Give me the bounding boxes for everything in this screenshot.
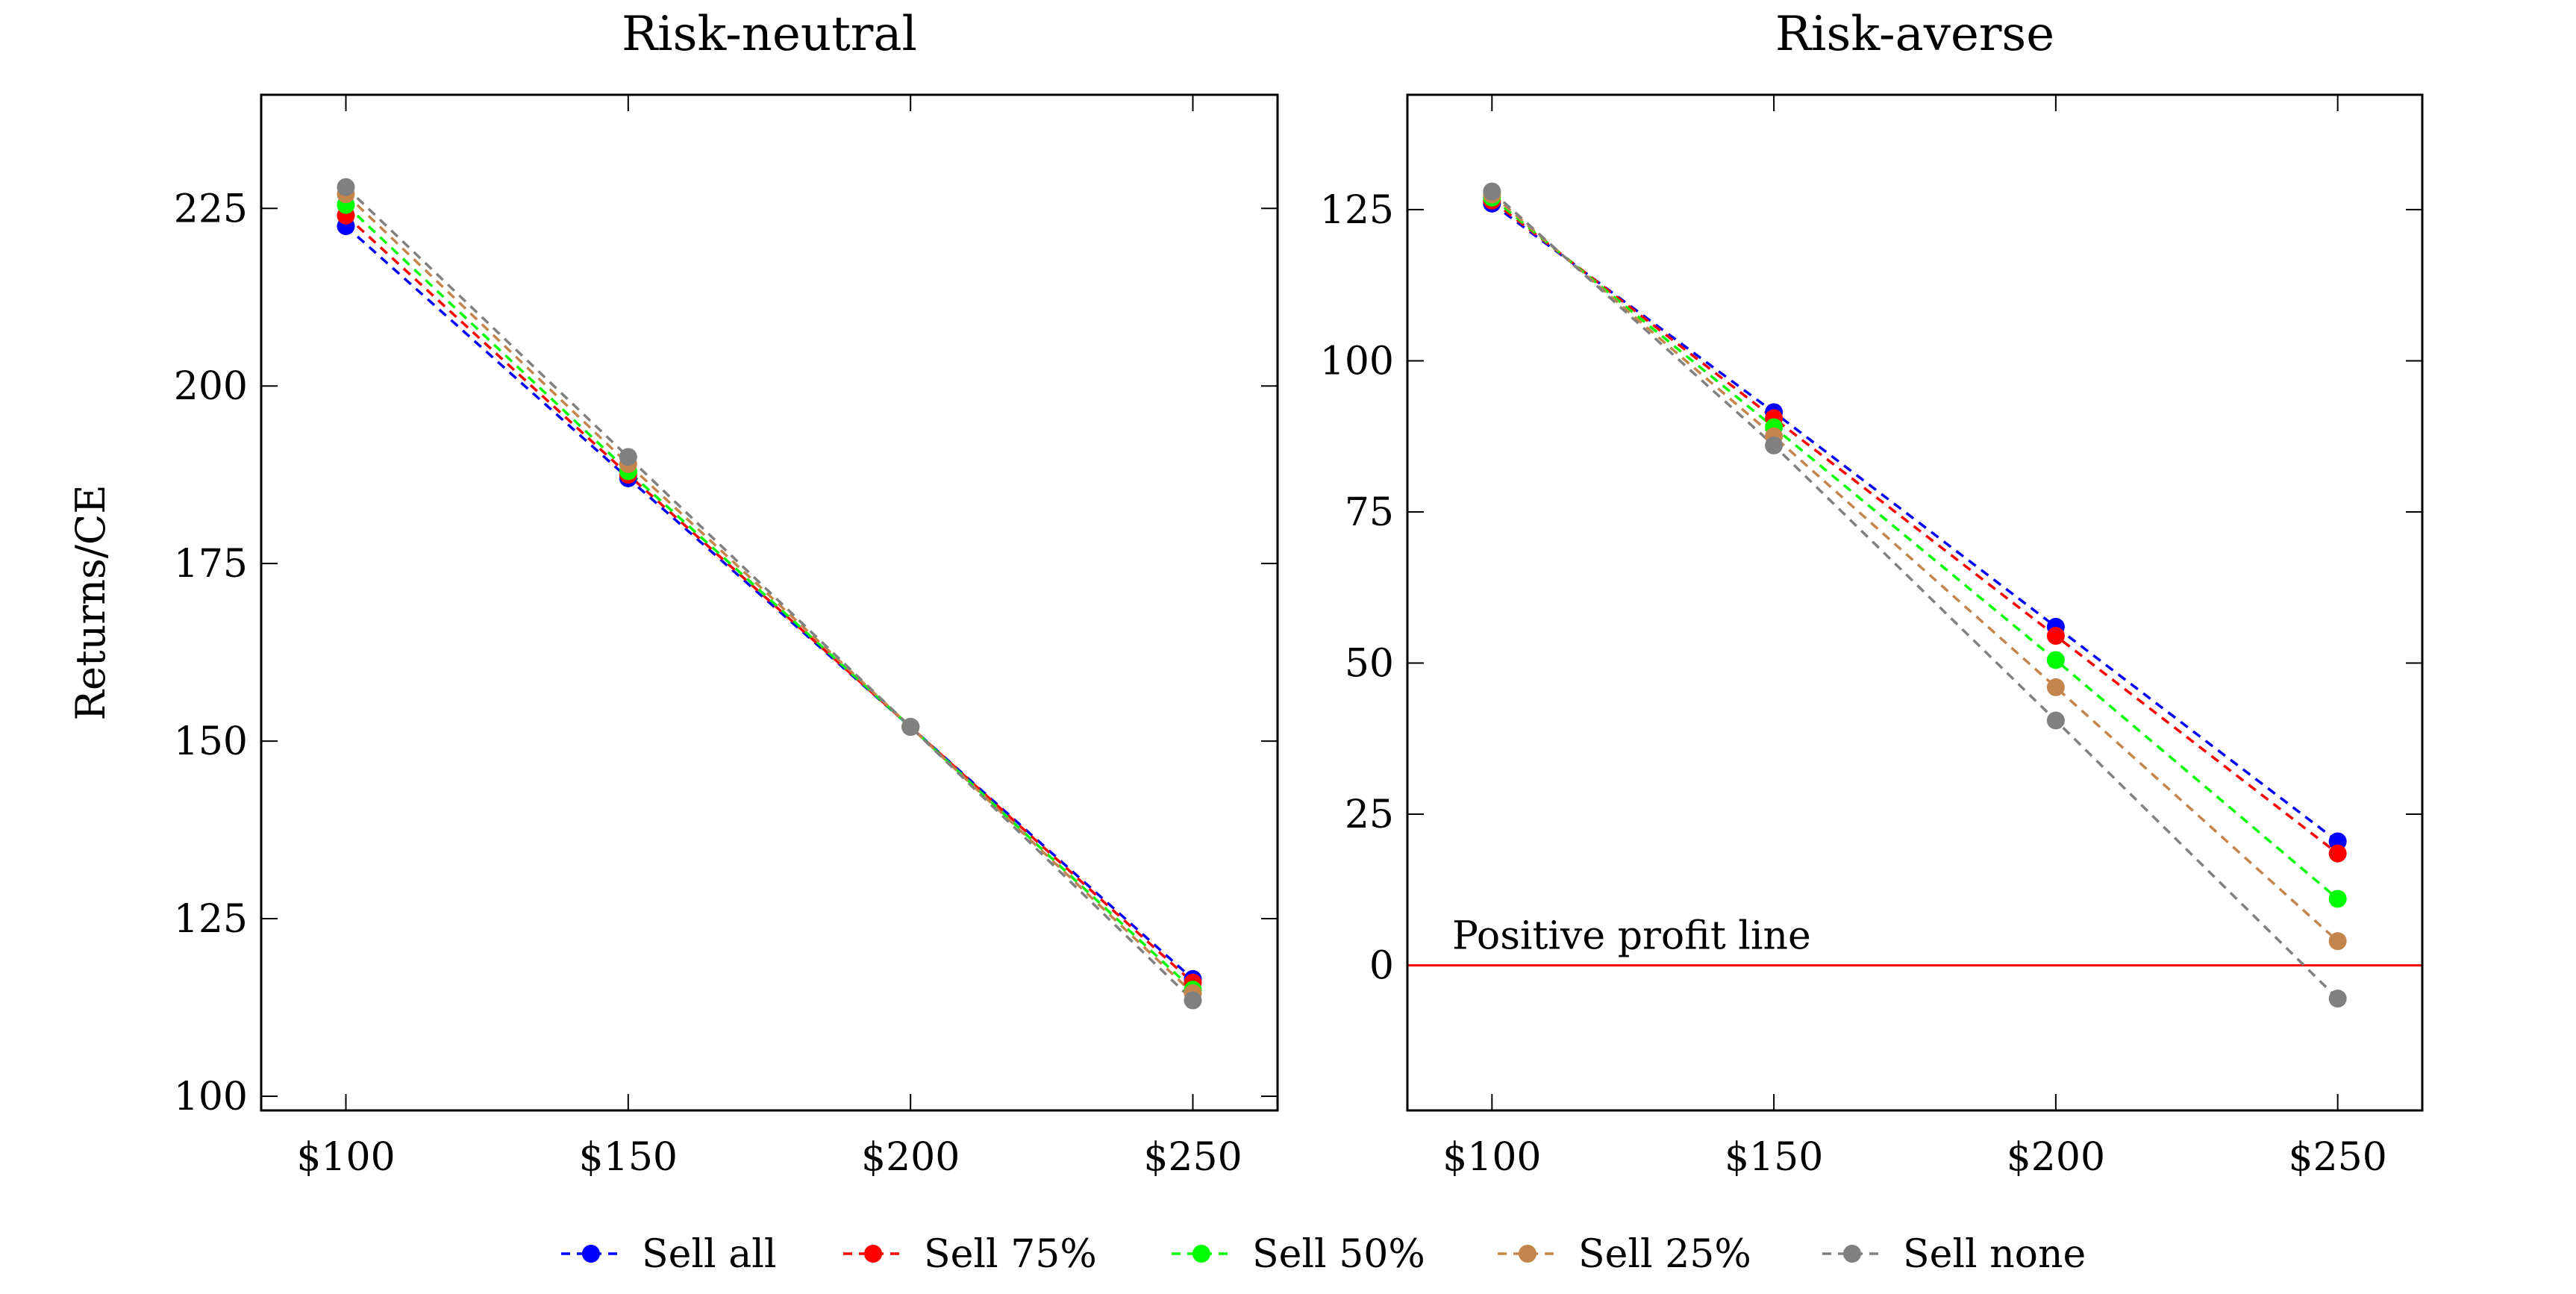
legend-label: Sell none [1903, 1232, 2086, 1277]
data-point [2328, 932, 2347, 951]
legend-marker [582, 1245, 600, 1263]
x-tick-label: $200 [861, 1135, 960, 1180]
x-tick-label: $150 [1725, 1135, 1823, 1180]
x-tick-label: $250 [1143, 1135, 1242, 1180]
series-line-sell-none [345, 186, 1194, 1001]
x-tick-label: $250 [2288, 1135, 2386, 1180]
legend-marker [1192, 1245, 1210, 1263]
chart-panels: Risk-neutral Returns/CE 100 125 150 175 200 225… [67, 7, 2424, 1180]
y-tick-label: 100 [174, 1075, 248, 1119]
data-point [2328, 890, 2347, 908]
series-line-sell-25- [345, 193, 1194, 995]
legend-label: Sell 50% [1252, 1232, 1425, 1277]
data-point [619, 448, 637, 466]
series-line-sell-50- [1491, 196, 2339, 900]
data-point [1184, 991, 1202, 1010]
reference-line-label: Positive profit line [1452, 914, 1811, 959]
legend-label: Sell 25% [1578, 1232, 1751, 1277]
data-point [2046, 711, 2065, 730]
data-point [2328, 990, 2347, 1008]
series-line-sell-none [1491, 190, 2339, 1000]
y-tick-label: 125 [1320, 188, 1394, 233]
chart-title: Risk-averse [1775, 7, 2054, 62]
data-point [2046, 651, 2065, 669]
legend: Sell all Sell 75% Sell 50% Sell 25% Sell non… [561, 1232, 2086, 1277]
y-tick-label: 50 [1345, 642, 1394, 687]
chart-title: Risk-neutral [622, 7, 917, 62]
y-axis-label: Returns/CE [67, 484, 114, 720]
legend-entry: Sell all [561, 1232, 776, 1277]
data-point [1765, 436, 1783, 454]
y-tick-label: 150 [174, 719, 248, 764]
y-tick-label: 225 [174, 187, 248, 231]
legend-entry: Sell none [1822, 1232, 2086, 1277]
series-line-sell-75- [1491, 199, 2339, 855]
y-tick-label: 200 [174, 364, 248, 409]
legend-entry: Sell 25% [1498, 1232, 1751, 1277]
plot-frame [260, 93, 1279, 1112]
data-point [2046, 627, 2065, 646]
legend-entry: Sell 50% [1172, 1232, 1425, 1277]
legend-marker [1843, 1245, 1861, 1263]
legend-label: Sell all [642, 1232, 776, 1277]
legend-marker [864, 1245, 882, 1263]
series-line-sell-25- [1491, 193, 2339, 943]
data-point [1483, 182, 1501, 201]
series-line-sell-50- [345, 204, 1194, 991]
y-tick-label: 75 [1345, 490, 1394, 535]
legend-marker [1519, 1245, 1536, 1263]
y-tick-label: 175 [174, 542, 248, 587]
x-tick-label: $150 [579, 1135, 678, 1180]
data-point [2046, 678, 2065, 696]
x-tick-label: $100 [1442, 1135, 1541, 1180]
data-point [2328, 844, 2347, 863]
series-line-sell-all [345, 225, 1194, 981]
data-point [337, 178, 355, 196]
y-tick-label: 125 [174, 897, 248, 942]
data-point [901, 718, 920, 737]
x-tick-label: $100 [296, 1135, 395, 1180]
plot-frame [1406, 93, 2424, 1112]
x-tick-label: $200 [2007, 1135, 2105, 1180]
series-line-sell-75- [345, 214, 1194, 984]
legend-label: Sell 75% [924, 1232, 1097, 1277]
chart-panel-2: Risk-averse 0 25 50 75 100 125 $100 $150 $200 $250… [1320, 7, 2424, 1180]
chart-panel-1: Risk-neutral Returns/CE 100 125 150 175 200 225… [67, 7, 1279, 1180]
y-tick-label: 100 [1320, 339, 1394, 384]
legend-entry: Sell 75% [843, 1232, 1097, 1277]
y-tick-label: 25 [1345, 793, 1394, 837]
y-tick-label: 0 [1369, 944, 1394, 989]
